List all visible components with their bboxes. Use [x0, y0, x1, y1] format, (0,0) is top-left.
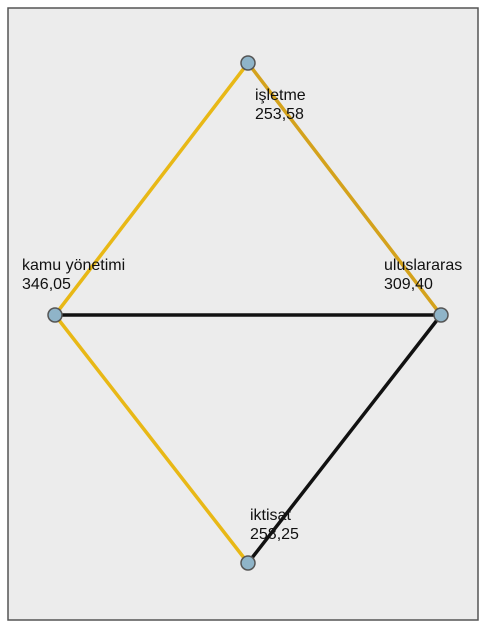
node-label: işletme: [255, 87, 306, 104]
edge: [246, 61, 443, 317]
node: [433, 307, 449, 323]
edge: [53, 313, 250, 565]
node-label: uluslararas: [384, 257, 462, 274]
node-label: kamu yönetimi: [22, 257, 125, 274]
edge: [53, 61, 250, 317]
node: [240, 55, 256, 71]
node-label: iktisat: [250, 507, 291, 524]
node-value: 346,05: [22, 276, 71, 293]
node-value: 253,58: [255, 106, 304, 123]
nodes: işletme 253,58 kamu yönetimi 346,05 uluslara…: [22, 55, 462, 571]
node: [47, 307, 63, 323]
node: [240, 555, 256, 571]
edges: [53, 61, 443, 565]
node-value: 258,25: [250, 526, 299, 543]
edge: [246, 313, 443, 565]
node-value: 309,40: [384, 276, 433, 293]
